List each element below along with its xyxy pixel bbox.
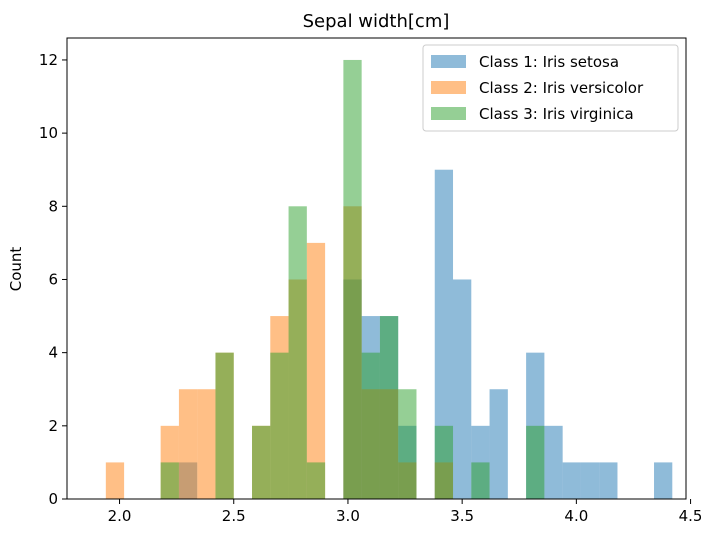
x-tick-label: 4.0 xyxy=(564,507,588,525)
y-tick-label: 6 xyxy=(48,270,58,288)
y-tick-label: 2 xyxy=(48,417,58,435)
y-tick-label: 8 xyxy=(48,197,58,215)
bar-series1-bin-8 xyxy=(489,389,508,499)
legend-label: Class 3: Iris virginica xyxy=(479,105,634,123)
bar-series3-bin-2 xyxy=(252,425,271,499)
bar-series2-bin-0 xyxy=(105,462,125,499)
plot-frame xyxy=(66,37,687,500)
bar-series2-bin-8 xyxy=(306,242,326,499)
bar-series3-bin-12 xyxy=(526,425,545,499)
bar-series3-bin-8 xyxy=(379,316,399,499)
y-tick-label: 12 xyxy=(39,51,58,69)
x-axis-ticks: 2.0 2.5 3.0 3.5 4.0 4.5 xyxy=(108,499,701,525)
bar-series3-bin-0 xyxy=(160,462,179,499)
y-axis-label: Count xyxy=(7,247,25,292)
bar-series3-bin-11 xyxy=(471,462,490,499)
bar-series1-bin-5 xyxy=(434,169,454,499)
legend-swatch xyxy=(431,81,466,94)
bar-series3-bin-3 xyxy=(270,352,289,499)
bar-series3-bin-4 xyxy=(288,206,307,500)
x-tick-label: 4.5 xyxy=(679,507,701,525)
bar-series3-bin-5 xyxy=(306,462,326,499)
bar-series1-bin-10 xyxy=(544,425,563,499)
legend-label: Class 2: Iris versicolor xyxy=(479,79,644,97)
y-axis-ticks: 0 2 4 6 8 10 12 xyxy=(39,51,67,508)
bar-series1-bin-13 xyxy=(599,462,618,499)
legend-label: Class 1: Iris setosa xyxy=(479,53,619,71)
legend-box xyxy=(422,44,679,132)
x-tick-label: 3.5 xyxy=(450,507,474,525)
y-tick-label: 0 xyxy=(48,490,58,508)
bars-layer xyxy=(105,59,673,500)
bar-series3-bin-7 xyxy=(361,352,380,499)
bar-series3-bin-10 xyxy=(434,425,454,499)
x-tick-label: 2.0 xyxy=(108,507,132,525)
x-tick-label: 3.0 xyxy=(336,507,360,525)
bar-series1-bin-11 xyxy=(562,462,581,499)
bar-series3-bin-9 xyxy=(398,389,417,499)
bar-series1-bin-14 xyxy=(654,462,673,499)
legend-swatch xyxy=(431,107,466,120)
bar-series2-bin-2 xyxy=(178,389,198,499)
legend: Class 1: Iris setosa Class 2: Iris versic… xyxy=(422,44,679,132)
bar-series1-bin-12 xyxy=(580,462,600,499)
x-tick-label: 2.5 xyxy=(222,507,246,525)
bar-series1-bin-6 xyxy=(453,279,472,499)
y-tick-label: 10 xyxy=(39,124,58,142)
bar-series3-bin-6 xyxy=(343,59,362,499)
bar-series2-bin-3 xyxy=(197,389,216,499)
bar-series3-bin-1 xyxy=(215,352,234,499)
legend-swatch xyxy=(431,55,466,68)
y-tick-label: 4 xyxy=(48,344,58,362)
chart-title: Sepal width[cm] xyxy=(303,11,450,32)
